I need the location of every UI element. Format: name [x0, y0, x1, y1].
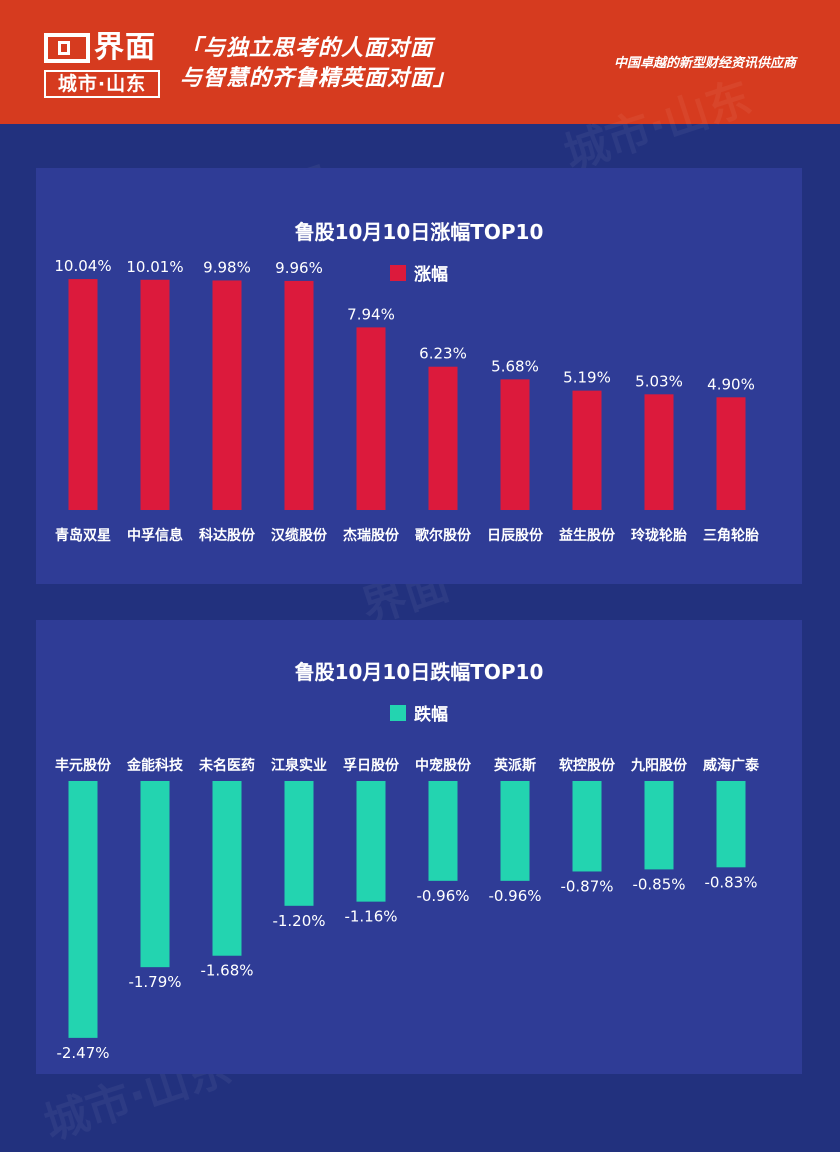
tagline: 中国卓越的新型财经资讯供应商 [613, 56, 796, 71]
data-label: 4.90% [707, 375, 755, 393]
category-label: 英派斯 [493, 757, 536, 774]
bar [68, 279, 98, 510]
category-label: 杰瑞股份 [343, 527, 400, 544]
chart-title: 鲁股10月10日涨幅TOP10 [294, 220, 544, 244]
bar [644, 781, 674, 870]
bar [212, 280, 242, 510]
bar [572, 781, 602, 872]
data-label: -2.47% [56, 1044, 109, 1062]
category-label: 未名医药 [199, 757, 255, 774]
data-label: 5.03% [635, 372, 683, 390]
slogan-line-2: 与智慧的齐鲁精英面对面」 [180, 66, 457, 91]
losers-panel: 鲁股10月10日跌幅TOP10 跌幅 -2.47% 丰元股份 -1.79% 金能科技 -… [36, 620, 802, 1074]
category-label: 威海广泰 [703, 757, 760, 774]
category-label: 日辰股份 [487, 527, 544, 544]
data-label: 10.04% [54, 257, 111, 275]
category-label: 汉缆股份 [271, 527, 328, 544]
bar [716, 781, 746, 868]
legend-swatch [390, 264, 406, 281]
data-label: 7.94% [347, 305, 395, 323]
logo-name: 界面 [94, 30, 156, 65]
chart-title: 鲁股10月10日跌幅TOP10 [294, 660, 544, 684]
data-label: 5.68% [491, 357, 539, 375]
category-label: 中宠股份 [415, 757, 472, 774]
data-label: 6.23% [419, 345, 467, 363]
category-label: 九阳股份 [630, 757, 688, 774]
data-label: 5.19% [563, 369, 611, 387]
data-label: -0.96% [488, 887, 541, 905]
data-label: -1.16% [344, 908, 397, 926]
data-label: 10.01% [126, 258, 183, 276]
legend-label: 跌幅 [414, 705, 448, 725]
data-label: 9.96% [275, 259, 323, 277]
chart-legend: 跌幅 [36, 700, 802, 725]
category-label: 孚日股份 [343, 757, 400, 774]
category-label: 三角轮胎 [703, 527, 759, 544]
gainers-chart: 10.04% 青岛双星 10.01% 中孚信息 9.98% 科达股份 9.96% 汉缆股份 7.… [54, 257, 759, 544]
data-label: -0.85% [632, 875, 685, 893]
data-label: -1.68% [200, 962, 253, 980]
slogan-line-1: 「与独立思考的人面对面 [180, 36, 434, 61]
losers-chart: -2.47% 丰元股份 -1.79% 金能科技 -1.68% 未名医药 -1.20% 江泉实业… [55, 757, 760, 1062]
legend-swatch [390, 704, 406, 721]
bar [356, 781, 386, 902]
bar [572, 390, 602, 510]
category-label: 青岛双星 [55, 527, 111, 544]
bar [500, 379, 530, 510]
gainers-panel: 鲁股10月10日涨幅TOP10 涨幅 10.04% 青岛双星 10.01% 中孚信息 9… [36, 168, 802, 584]
bar [500, 781, 530, 881]
bar [716, 397, 746, 510]
category-label: 软控股份 [559, 757, 616, 774]
bar [284, 280, 314, 510]
bar [140, 279, 170, 510]
category-label: 中孚信息 [127, 527, 183, 544]
bar [140, 781, 170, 968]
category-label: 益生股份 [559, 527, 616, 544]
data-label: -0.96% [416, 887, 469, 905]
bar [68, 781, 98, 1038]
category-label: 金能科技 [126, 757, 184, 774]
chart-legend: 涨幅 [36, 260, 802, 285]
logo-icon [44, 33, 90, 63]
bar [428, 366, 458, 510]
bar [644, 394, 674, 510]
bar [356, 327, 386, 510]
data-label: -0.83% [704, 873, 757, 891]
bar [284, 781, 314, 906]
data-label: -0.87% [560, 877, 613, 895]
category-label: 科达股份 [199, 527, 256, 544]
data-label: -1.79% [128, 973, 181, 991]
brand-logo: 界面 城市·山东 [44, 30, 160, 98]
data-label: 9.98% [203, 258, 251, 276]
slogan: 「与独立思考的人面对面 与智慧的齐鲁精英面对面」 [180, 34, 456, 94]
bar [428, 781, 458, 881]
category-label: 江泉实业 [271, 757, 327, 774]
data-label: -1.20% [272, 912, 325, 930]
bar [212, 781, 242, 956]
category-label: 歌尔股份 [415, 527, 472, 544]
legend-label: 涨幅 [414, 265, 448, 285]
logo-subtitle: 城市·山东 [44, 70, 160, 98]
header-banner: 界面 城市·山东 「与独立思考的人面对面 与智慧的齐鲁精英面对面」 中国卓越的新… [0, 0, 840, 124]
category-label: 丰元股份 [55, 757, 112, 774]
category-label: 玲珑轮胎 [631, 527, 687, 544]
